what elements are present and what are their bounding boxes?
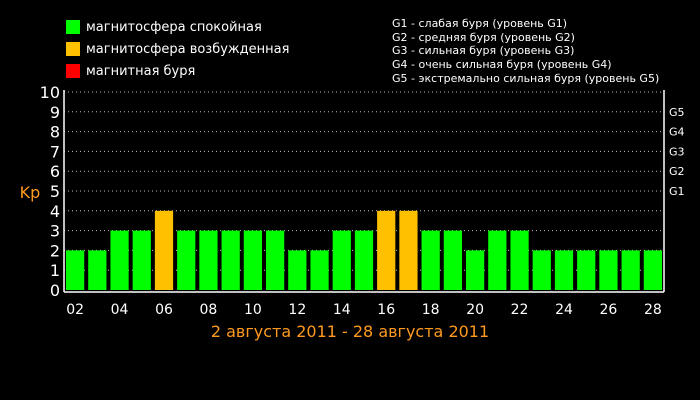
legend-item-active: магнитосфера возбужденная [66, 38, 289, 60]
kp-bar [132, 230, 151, 290]
right-tick-label: G1 [669, 185, 685, 198]
date-range-label: 2 августа 2011 - 28 августа 2011 [210, 322, 490, 341]
x-tick-label: 16 [377, 302, 395, 318]
right-tick-label: G2 [669, 165, 685, 178]
storm-level-g1: G1 - слабая буря (уровень G1) [392, 17, 568, 30]
kp-bar [599, 250, 618, 290]
legend-label-active: магнитосфера возбужденная [86, 41, 290, 57]
y-tick-label: 7 [50, 142, 60, 161]
status-legend: магнитосфера спокойная магнитосфера возб… [66, 16, 289, 82]
y-tick-label: 2 [50, 241, 60, 260]
kp-bar [221, 230, 240, 290]
y-tick-label: 5 [50, 182, 60, 201]
x-tick-label: 20 [466, 302, 484, 318]
kp-bar [621, 250, 640, 290]
x-tick-label: 10 [244, 302, 262, 318]
y-tick-label: 0 [50, 281, 60, 300]
storm-level-g3: G3 - сильная буря (уровень G3) [392, 44, 575, 58]
kp-bar [532, 250, 551, 290]
right-tick-label: G3 [669, 145, 685, 158]
kp-bar [577, 250, 596, 290]
kp-bar [554, 250, 574, 290]
x-tick-label: 04 [111, 302, 129, 318]
x-tick-label: 12 [288, 302, 306, 318]
storm-level-legend: G1 - слабая буря (уровень G1) G2 - средн… [392, 17, 659, 86]
legend-item-storm: магнитная буря [66, 60, 289, 82]
y-tick-label: 6 [50, 162, 60, 181]
kp-bar [421, 230, 440, 290]
legend-swatch-quiet [66, 20, 80, 34]
legend-item-quiet: магнитосфера спокойная [66, 16, 289, 38]
kp-bar [643, 250, 662, 290]
kp-bar [310, 250, 329, 290]
kp-bar [66, 250, 85, 290]
legend-label-storm: магнитная буря [86, 63, 196, 79]
right-tick-label: G5 [669, 106, 685, 119]
kp-bar [443, 230, 462, 290]
x-tick-label: 28 [644, 302, 662, 318]
kp-bar [288, 250, 307, 290]
x-tick-label: 26 [600, 302, 618, 318]
y-tick-label: 1 [50, 261, 60, 280]
x-tick-label: 02 [66, 302, 84, 318]
kp-bar [332, 230, 351, 290]
legend-swatch-storm [66, 64, 80, 78]
x-tick-label: 22 [511, 302, 529, 318]
kp-bar [243, 230, 262, 290]
y-tick-label: 9 [50, 103, 60, 122]
kp-bar [354, 230, 374, 290]
storm-level-g2: G2 - средняя буря (уровень G2) [392, 30, 575, 44]
kp-bar [466, 250, 485, 290]
x-tick-label: 14 [333, 302, 351, 318]
right-tick-label: G4 [669, 126, 685, 139]
x-tick-label: 06 [155, 302, 173, 318]
legend-label-quiet: магнитосфера спокойная [86, 19, 262, 35]
x-tick-label: 08 [200, 302, 218, 318]
kp-bar [399, 210, 418, 290]
storm-level-g4: G4 - очень сильная буря (уровень G4) [392, 58, 612, 72]
kp-bar [177, 230, 196, 290]
y-tick-label: 8 [50, 123, 60, 142]
x-tick-label: 24 [555, 302, 573, 318]
kp-bar [510, 230, 529, 290]
y-tick-label: 4 [50, 202, 60, 221]
y-tick-label: 3 [50, 222, 60, 241]
kp-bar [266, 230, 285, 290]
storm-level-g5: G5 - экстремально сильная буря (уровень … [392, 71, 660, 85]
kp-bar [199, 230, 218, 290]
y-tick-label: 10 [40, 83, 60, 102]
kp-bar [377, 210, 396, 290]
kp-bar [110, 230, 129, 290]
x-tick-label: 18 [422, 302, 440, 318]
kp-bar [154, 210, 174, 290]
kp-bar [88, 250, 107, 290]
kp-bar [488, 230, 507, 290]
y-axis-label: Kp [20, 183, 41, 202]
legend-swatch-active [66, 42, 80, 56]
